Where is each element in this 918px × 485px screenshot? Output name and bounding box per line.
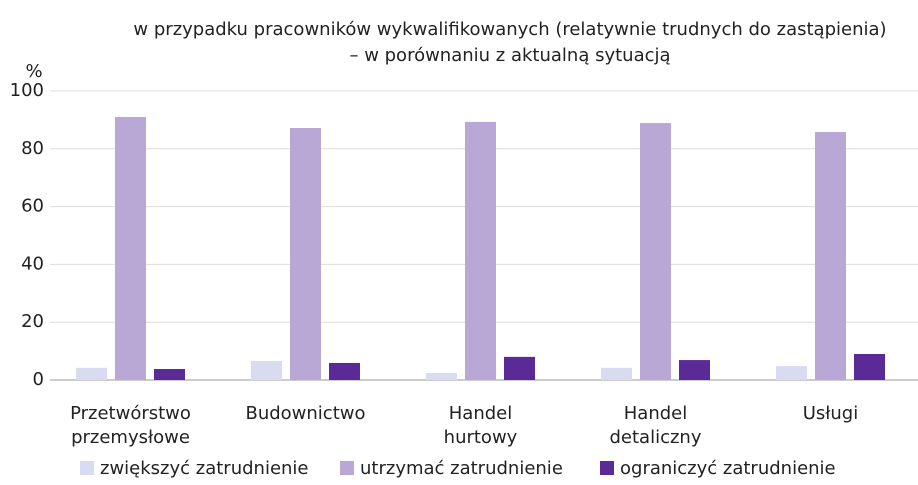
bar — [251, 360, 282, 380]
bar — [76, 367, 107, 380]
y-tick-label: 80 — [21, 138, 44, 159]
legend-label: zwiększyć zatrudnienie — [100, 458, 309, 479]
bar — [815, 132, 846, 380]
bar — [154, 369, 185, 380]
x-tick-label: Budownictwo — [245, 403, 365, 424]
bar — [465, 121, 496, 380]
bar — [640, 123, 671, 380]
legend-swatch — [600, 461, 614, 475]
bar — [290, 127, 321, 380]
bar — [854, 353, 885, 380]
y-tick-label: 100 — [10, 80, 44, 101]
x-tick-label: Usługi — [803, 403, 859, 424]
bar — [426, 373, 457, 380]
bar — [504, 356, 535, 380]
legend-swatch — [80, 461, 94, 475]
bar — [115, 117, 146, 380]
y-tick-label: 20 — [21, 311, 44, 332]
x-tick-label: Przetwórstwo przemysłowe — [70, 403, 191, 448]
y-tick-label: 60 — [21, 196, 44, 217]
y-tick-label: 40 — [21, 253, 44, 274]
bar — [776, 366, 807, 380]
y-axis-label: % — [25, 61, 42, 82]
y-tick-label: 0 — [33, 369, 44, 390]
legend-swatch — [340, 461, 354, 475]
x-tick-label: Handel detaliczny — [610, 403, 702, 448]
bar — [329, 362, 360, 380]
bar — [601, 367, 632, 380]
x-tick-label: Handel hurtowy — [444, 403, 518, 448]
bar — [679, 360, 710, 380]
chart-title: w przypadku pracowników wykwalifikowanyc… — [133, 19, 886, 40]
legend-label: ograniczyć zatrudnienie — [620, 458, 836, 479]
chart-title: – w porównaniu z aktualną sytuacją — [349, 45, 670, 66]
legend-label: utrzymać zatrudnienie — [360, 458, 563, 479]
